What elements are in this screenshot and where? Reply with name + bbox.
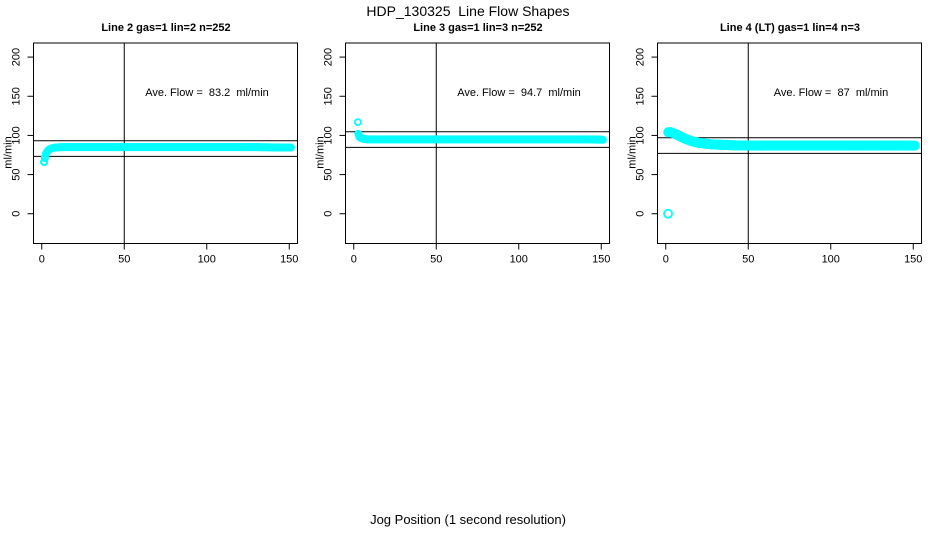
outlier-point	[353, 118, 362, 127]
x-tick-label: 150	[280, 254, 298, 266]
panel-title: Line 4 (LT) gas=1 lin=4 n=3	[719, 22, 861, 34]
plot-area: 0 50 100 150 0 50 100 150 200	[635, 42, 922, 266]
panel-title: Line 2 gas=1 lin=2 n=252	[101, 22, 231, 34]
x-tick-label: 150	[592, 254, 610, 266]
x-axis-title: Jog Position (1 second resolution)	[370, 512, 566, 527]
y-tick-label: 0	[635, 211, 647, 217]
y-tick-label: 150	[323, 87, 335, 105]
y-tick-label: 150	[11, 87, 23, 105]
y-tick-label: 100	[323, 126, 335, 144]
x-tick-label: 150	[904, 254, 922, 266]
data-point	[286, 143, 295, 152]
flow-panel-line2: 0 50 100 150 0 50 100 150 200 Line 2 gas=1 lin=2…	[0, 0, 312, 280]
panel-title: Line 3 gas=1 lin=3 n=252	[413, 22, 543, 34]
plot-area: 0 50 100 150 0 50 100 150 200	[323, 42, 610, 266]
y-axis-label: ml/min	[314, 136, 327, 169]
y-axis-label: ml/min	[626, 136, 639, 169]
x-tick-label: 50	[118, 254, 130, 266]
data-point	[598, 135, 607, 144]
flow-panel-line3: 0 50 100 150 0 50 100 150 200 Line 3 gas=1 lin=3…	[312, 0, 624, 280]
x-tick-label: 100	[822, 254, 840, 266]
y-tick-label: 200	[323, 48, 335, 66]
y-tick-label: 100	[635, 126, 647, 144]
flow-panel-line4: 0 50 100 150 0 50 100 150 200 Line 4 (LT) gas=1 …	[624, 0, 936, 280]
plot-area: 0 50 100 150 0 50 100 150 200	[11, 42, 298, 266]
x-tick-label: 100	[198, 254, 216, 266]
y-tick-label: 200	[11, 48, 23, 66]
x-tick-label: 0	[351, 254, 357, 266]
ave-flow-label: Ave. Flow = 94.7 ml/min	[457, 87, 581, 99]
y-tick-label: 50	[11, 168, 23, 180]
figure-title: HDP_130325 Line Flow Shapes	[366, 3, 570, 19]
y-tick-label: 50	[323, 168, 335, 180]
plot-box	[345, 42, 610, 244]
x-tick-label: 0	[39, 254, 45, 266]
plot-box	[657, 42, 922, 244]
y-tick-label: 200	[635, 48, 647, 66]
y-tick-label: 50	[635, 168, 647, 180]
outlier-point	[40, 158, 48, 166]
outlier-point	[663, 208, 673, 219]
x-tick-label: 50	[742, 254, 754, 266]
ave-flow-label: Ave. Flow = 87 ml/min	[773, 87, 889, 99]
y-tick-label: 0	[11, 211, 23, 217]
y-tick-label: 150	[635, 87, 647, 105]
y-axis-label: ml/min	[2, 136, 15, 169]
x-tick-label: 0	[663, 254, 669, 266]
y-tick-label: 0	[323, 211, 335, 217]
plot-box	[33, 42, 298, 244]
data-point	[909, 140, 920, 151]
x-tick-label: 100	[510, 254, 528, 266]
ave-flow-label: Ave. Flow = 83.2 ml/min	[145, 87, 269, 99]
x-tick-label: 50	[430, 254, 442, 266]
y-tick-label: 100	[11, 126, 23, 144]
